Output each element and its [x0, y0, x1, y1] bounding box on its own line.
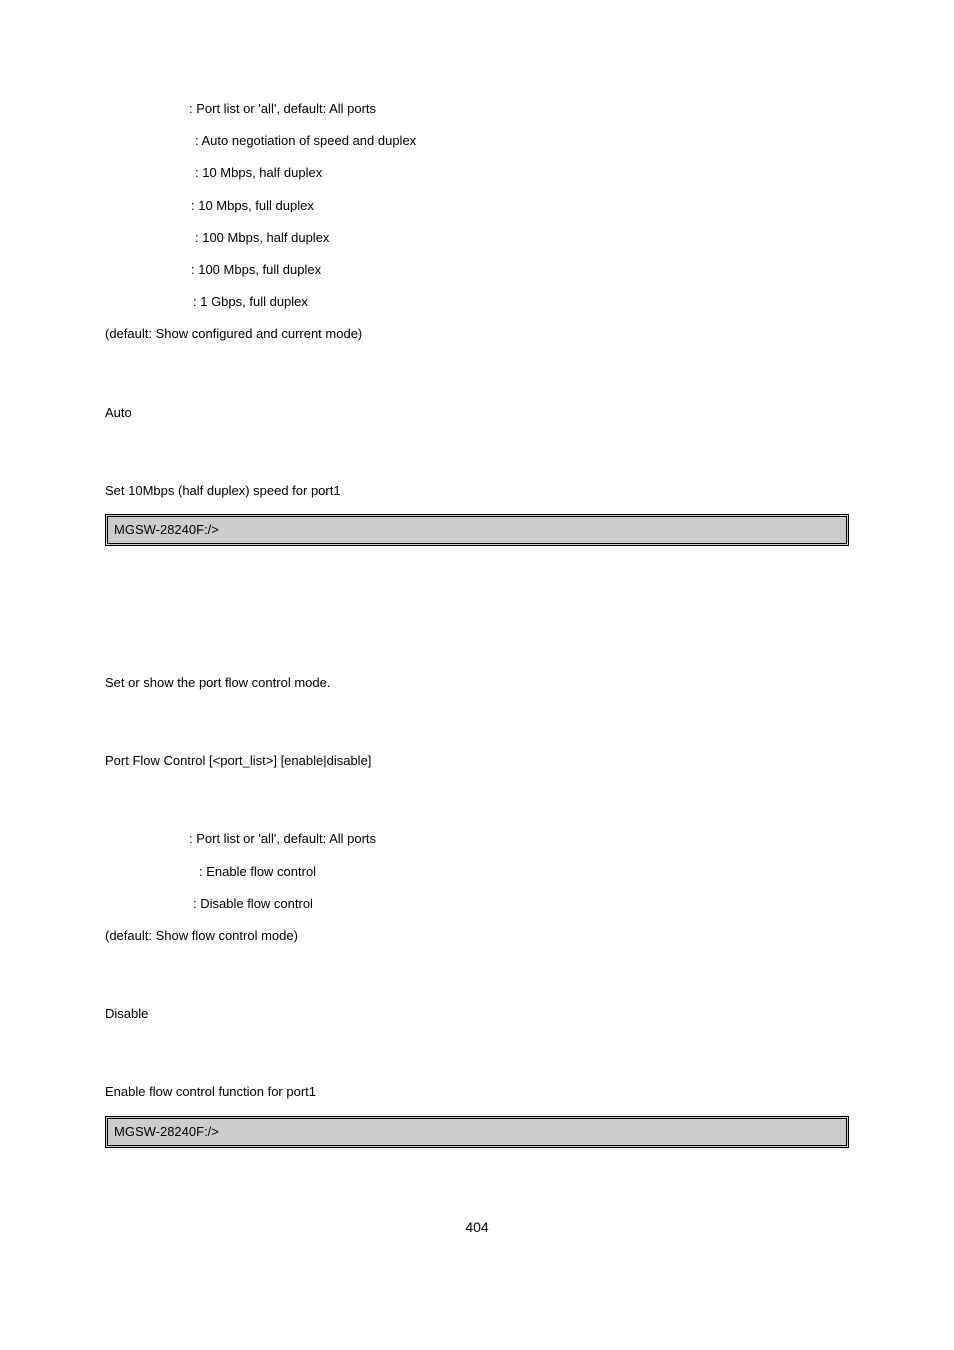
default-note: (default: Show configured and current mo… [105, 325, 849, 343]
example-description: Enable flow control function for port1 [105, 1083, 849, 1101]
section1-params: : Port list or 'all', default: All ports… [105, 100, 849, 311]
param-line: : Auto negotiation of speed and duplex [105, 132, 849, 150]
spacer [105, 552, 849, 628]
spacer [105, 959, 849, 1005]
spacer [105, 436, 849, 482]
param-line: : Disable flow control [105, 895, 849, 913]
default-value: Disable [105, 1005, 849, 1023]
page-number: 404 [105, 1218, 849, 1238]
param-line: : 10 Mbps, half duplex [105, 164, 849, 182]
cli-prompt: MGSW-28240F:/> [114, 1124, 219, 1139]
param-line: : 100 Mbps, half duplex [105, 229, 849, 247]
param-line: : 100 Mbps, full duplex [105, 261, 849, 279]
default-note: (default: Show flow control mode) [105, 927, 849, 945]
spacer [105, 358, 849, 404]
param-line: : Enable flow control [105, 863, 849, 881]
cli-box: MGSW-28240F:/> [105, 1116, 849, 1148]
section2-params: : Port list or 'all', default: All ports… [105, 830, 849, 913]
param-line: : 1 Gbps, full duplex [105, 293, 849, 311]
example-description: Set 10Mbps (half duplex) speed for port1 [105, 482, 849, 500]
cli-box: MGSW-28240F:/> [105, 514, 849, 546]
param-line: : Port list or 'all', default: All ports [105, 830, 849, 848]
param-line: : 10 Mbps, full duplex [105, 197, 849, 215]
spacer [105, 706, 849, 752]
spacer [105, 784, 849, 830]
page-content: : Port list or 'all', default: All ports… [0, 0, 954, 1277]
section2-description: Set or show the port flow control mode. [105, 674, 849, 692]
spacer [105, 1037, 849, 1083]
default-value: Auto [105, 404, 849, 422]
cli-prompt: MGSW-28240F:/> [114, 522, 219, 537]
spacer [105, 628, 849, 674]
param-line: : Port list or 'all', default: All ports [105, 100, 849, 118]
section2-syntax: Port Flow Control [<port_list>] [enable|… [105, 752, 849, 770]
